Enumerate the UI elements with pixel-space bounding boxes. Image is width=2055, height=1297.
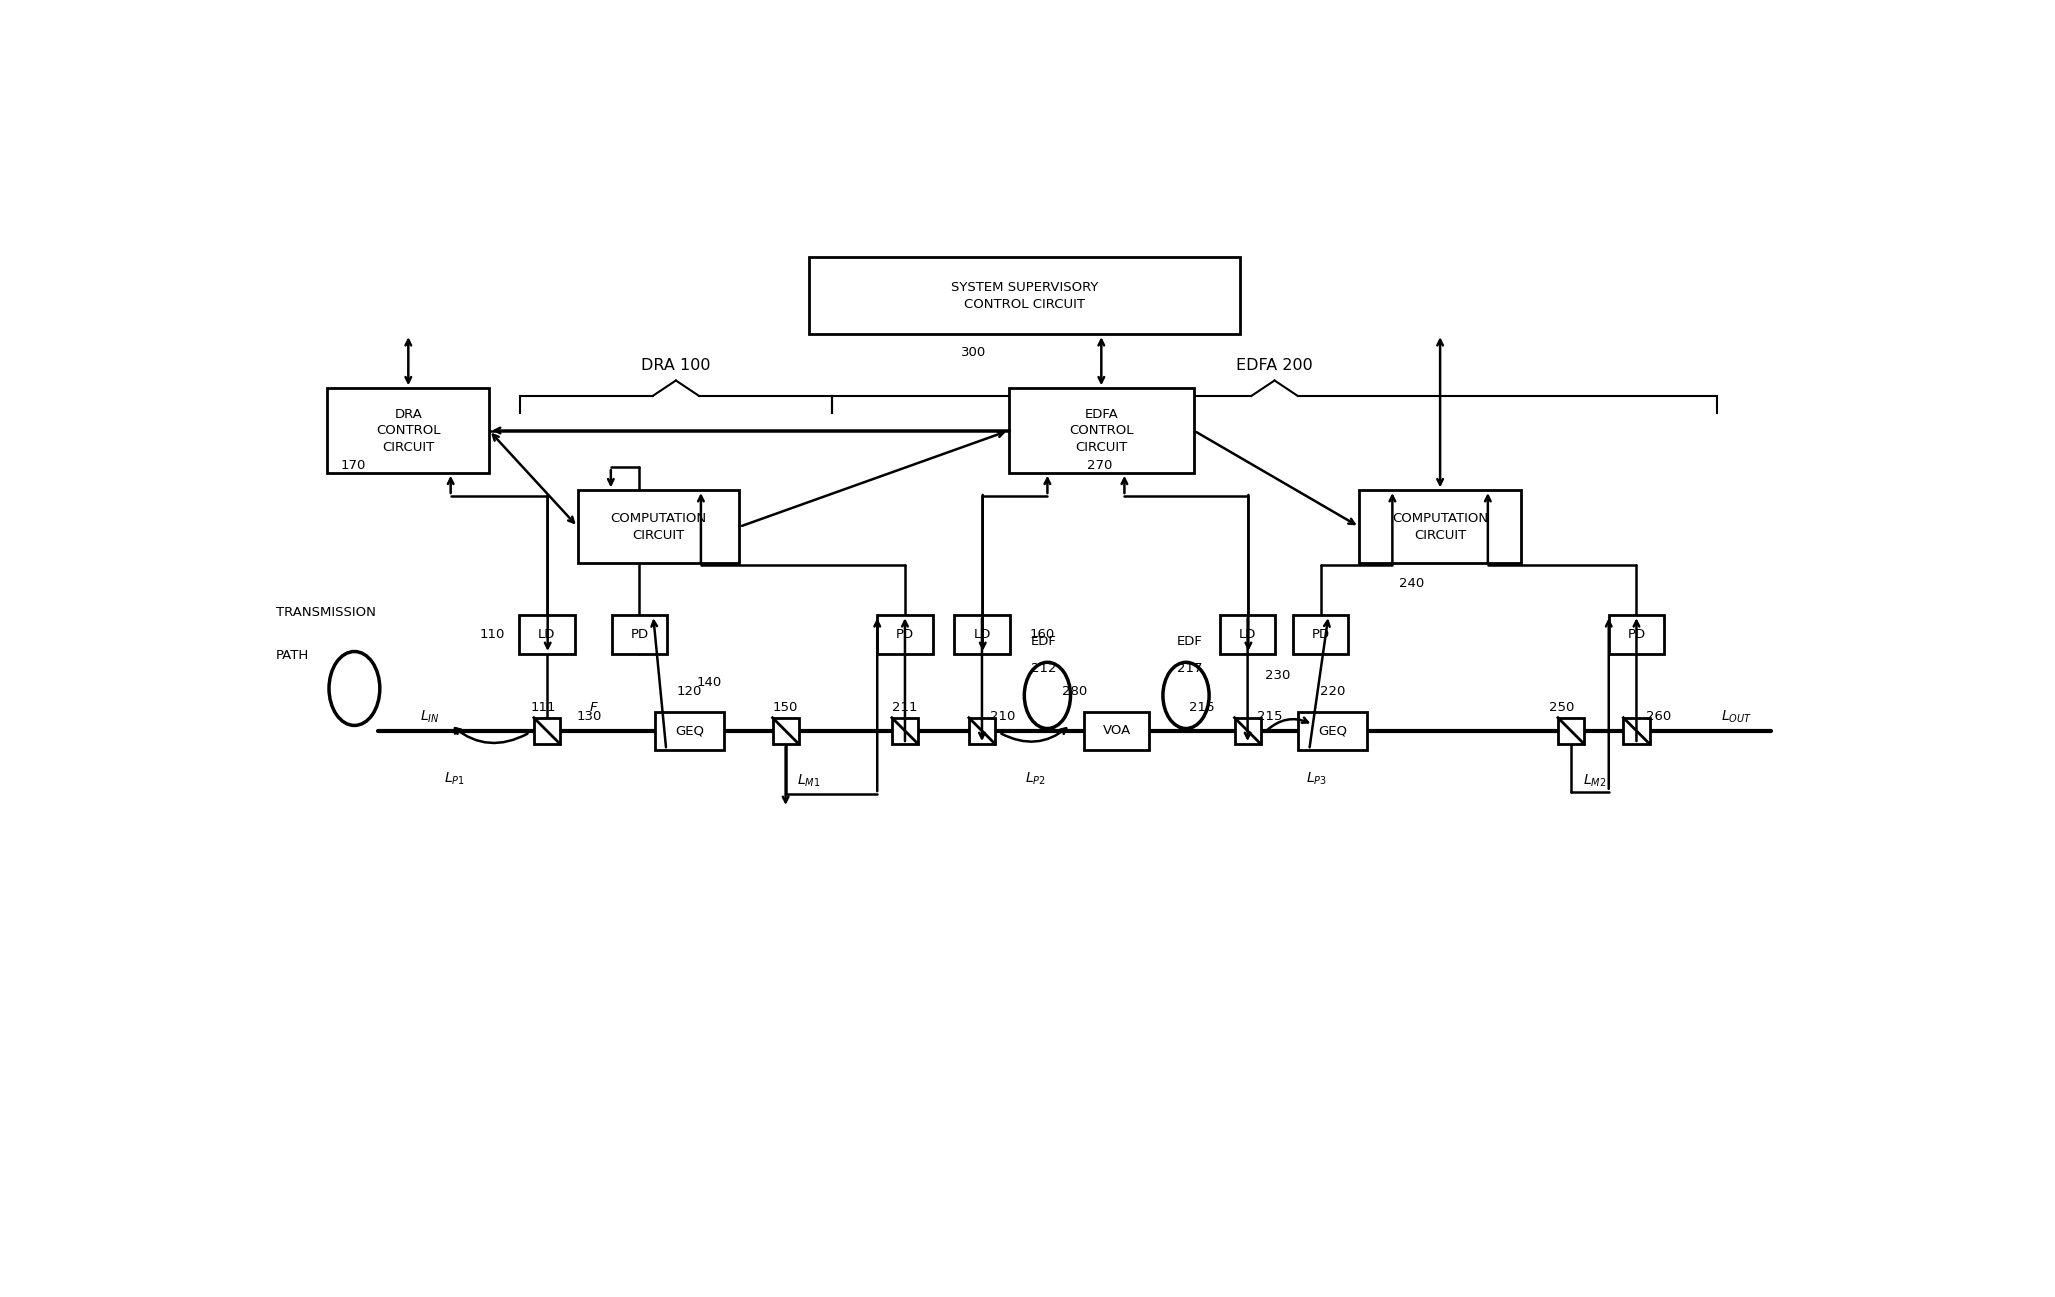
Text: 216: 216 [1188,700,1215,713]
Bar [1623,717,1650,744]
Text: GEQ: GEQ [674,724,705,737]
Text: TRANSMISSION: TRANSMISSION [275,606,376,619]
Text: F: F [590,700,596,713]
Text: VOA: VOA [1104,724,1130,737]
Bar [1358,490,1521,563]
Bar [773,717,799,744]
Text: 150: 150 [773,700,797,713]
Text: 250: 250 [1549,700,1574,713]
Bar [612,615,668,654]
Bar [656,712,723,750]
Text: LD: LD [974,628,991,641]
Text: PD: PD [1311,628,1330,641]
Text: DRA
CONTROL
CIRCUIT: DRA CONTROL CIRCUIT [376,407,440,454]
Text: PD: PD [896,628,914,641]
Text: $L_{P2}$: $L_{P2}$ [1025,770,1046,787]
Text: PATH: PATH [275,648,308,661]
Ellipse shape [329,651,380,725]
Bar [1221,615,1276,654]
Text: EDF: EDF [1032,634,1056,647]
Bar [534,717,561,744]
Bar [1083,712,1149,750]
Text: 111: 111 [530,700,555,713]
Text: 260: 260 [1646,711,1671,724]
Text: 110: 110 [479,628,506,641]
Ellipse shape [1023,663,1071,729]
Text: DRA 100: DRA 100 [641,358,711,372]
Text: GEQ: GEQ [1317,724,1346,737]
Text: 240: 240 [1399,577,1424,590]
Bar [577,490,740,563]
Text: 170: 170 [341,459,366,472]
Bar [1235,717,1260,744]
Text: PD: PD [1628,628,1646,641]
Text: $L_{IN}$: $L_{IN}$ [419,708,440,725]
Text: $L_{P3}$: $L_{P3}$ [1307,770,1328,787]
Bar [1297,712,1367,750]
Text: 217: 217 [1178,663,1202,676]
Text: 215: 215 [1258,711,1282,724]
Text: 120: 120 [676,686,703,699]
Text: $L_{M2}$: $L_{M2}$ [1582,773,1605,789]
Bar [877,615,933,654]
Text: 140: 140 [697,676,721,689]
Bar [1558,717,1584,744]
Text: 210: 210 [991,711,1015,724]
Text: 230: 230 [1264,668,1291,681]
Bar [1293,615,1348,654]
Bar [954,615,1009,654]
Text: COMPUTATION
CIRCUIT: COMPUTATION CIRCUIT [1391,512,1488,542]
Text: 212: 212 [1032,663,1056,676]
Bar [968,717,995,744]
Text: PD: PD [631,628,649,641]
Bar [1609,615,1665,654]
Text: 211: 211 [892,700,919,713]
Text: 130: 130 [575,711,602,724]
Text: 280: 280 [1062,686,1087,699]
Text: EDF: EDF [1178,634,1202,647]
Text: $L_{OUT}$: $L_{OUT}$ [1722,708,1753,725]
Bar [810,257,1239,335]
Text: $L_{P1}$: $L_{P1}$ [444,770,464,787]
Bar [1009,388,1194,473]
Ellipse shape [1163,663,1208,729]
Bar [892,717,919,744]
Text: COMPUTATION
CIRCUIT: COMPUTATION CIRCUIT [610,512,707,542]
Text: 300: 300 [960,346,986,359]
Text: 220: 220 [1319,686,1346,699]
Text: EDFA
CONTROL
CIRCUIT: EDFA CONTROL CIRCUIT [1069,407,1134,454]
Text: LD: LD [1239,628,1256,641]
Text: 270: 270 [1087,459,1114,472]
Text: 160: 160 [1030,628,1054,641]
Bar [520,615,575,654]
Text: $L_{M1}$: $L_{M1}$ [797,773,820,789]
Text: EDFA 200: EDFA 200 [1237,358,1313,372]
Text: LD: LD [538,628,555,641]
Text: SYSTEM SUPERVISORY
CONTROL CIRCUIT: SYSTEM SUPERVISORY CONTROL CIRCUIT [951,281,1097,310]
Bar [327,388,489,473]
